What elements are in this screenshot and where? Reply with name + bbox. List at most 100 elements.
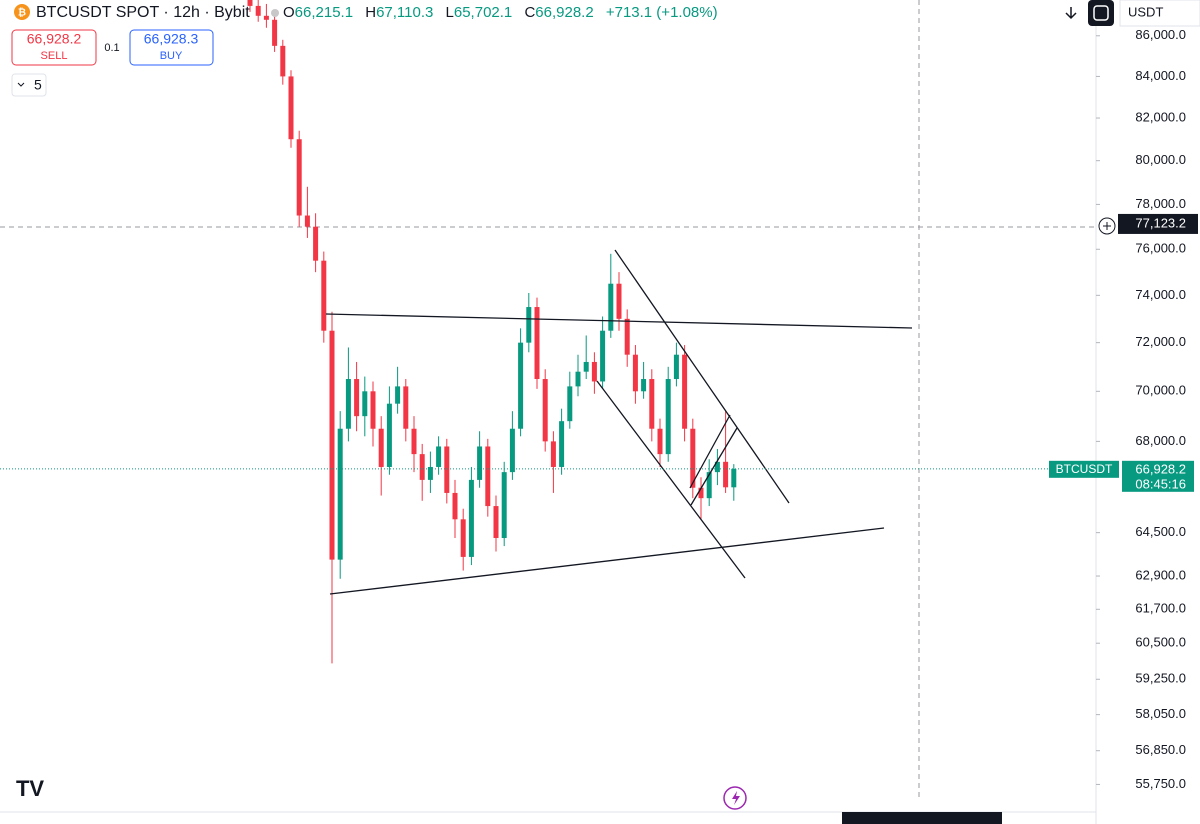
y-tick-label: 82,000.0: [1135, 109, 1186, 124]
candle-body: [263, 15, 269, 20]
ohlc-key: H: [365, 4, 376, 21]
last-price: 66,928.2: [1135, 461, 1186, 476]
candle-body: [403, 386, 409, 429]
candle-body: [542, 379, 548, 442]
ohlc-value: 65,702.1: [454, 4, 512, 21]
candle-body: [591, 361, 597, 382]
currency-select[interactable]: USDT: [1119, 0, 1200, 27]
candle-body: [321, 260, 327, 331]
candle-body: [477, 446, 483, 480]
buy-label: BUY: [160, 50, 183, 62]
ohlc-key: O: [283, 4, 295, 21]
trend-line: [689, 414, 731, 489]
trend-line: [690, 427, 738, 506]
candle-body: [649, 379, 655, 429]
plus: [1103, 222, 1111, 230]
candle-body: [452, 492, 458, 520]
candle-body: [731, 468, 737, 488]
y-tick-label: 55,750.0: [1135, 776, 1186, 791]
ohlc-key: L: [446, 4, 454, 21]
logo: TV: [16, 776, 44, 801]
candle-body: [460, 519, 466, 557]
candle-body: [419, 454, 425, 480]
candle-body: [575, 371, 581, 387]
trend-line: [596, 380, 746, 579]
fullscreen-box: [1088, 0, 1114, 26]
candle-body: [247, 0, 253, 6]
candle-body: [337, 428, 343, 560]
symbol-tag-label: BTCUSDT: [1056, 462, 1113, 476]
candle-body: [682, 354, 688, 429]
candle-body: [567, 386, 573, 422]
y-tick-label: 76,000.0: [1135, 241, 1186, 256]
ohlc-value: 66,928.2: [535, 4, 593, 21]
status-dot: [271, 9, 279, 17]
candle-body: [534, 307, 540, 380]
candle-body: [526, 307, 532, 343]
candle-body: [288, 76, 294, 140]
candle-body: [411, 428, 417, 455]
y-tick-label: 84,000.0: [1135, 68, 1186, 83]
candle-body: [362, 391, 368, 417]
quantity: 0.1: [104, 42, 119, 54]
candle-body: [608, 283, 614, 331]
candle-body: [641, 379, 647, 392]
ohlc-values: O66,215.1 H67,110.3 L65,702.1 C66,928.2 …: [283, 4, 718, 21]
y-tick-label: 74,000.0: [1135, 287, 1186, 302]
fullscreen-icon: [1093, 5, 1109, 21]
y-tick-label: 70,000.0: [1135, 383, 1186, 398]
candle-body: [272, 19, 278, 46]
drawings: [325, 249, 913, 595]
y-tick-label: 61,700.0: [1135, 601, 1186, 616]
candle-body: [698, 487, 704, 499]
y-tick-label: 59,250.0: [1135, 671, 1186, 686]
candle-body: [427, 466, 433, 480]
crosshair-price-box: [1118, 213, 1198, 234]
down-arrow: [1065, 7, 1077, 20]
bitcoin-icon-glyph: ₿: [18, 7, 26, 19]
y-tick-label: 64,500.0: [1135, 524, 1186, 539]
fullscreen-button[interactable]: [1088, 0, 1114, 26]
currency-box: [1119, 0, 1200, 27]
sell-button[interactable]: 66,928.2 SELL: [11, 29, 97, 66]
y-tick-label: 60,500.0: [1135, 635, 1186, 650]
candle-body: [255, 5, 261, 16]
candle-body: [673, 354, 679, 380]
candle-body: [485, 446, 491, 507]
price-labels: 77,123.2 BTCUSDT 66,928.208:45:16: [0, 213, 1198, 492]
time-cursor-label: [842, 812, 1002, 824]
candle-body: [600, 330, 606, 382]
indicators-box: [11, 73, 47, 97]
candle-body: [632, 354, 638, 392]
indicators-toggle[interactable]: 5: [11, 73, 47, 97]
symbol-tag: [1049, 460, 1119, 478]
download-button[interactable]: [1065, 7, 1077, 20]
candle-body: [296, 139, 302, 216]
candle-body: [313, 226, 319, 261]
trend-line: [325, 313, 913, 329]
candle-body: [329, 330, 335, 560]
candle-body: [436, 446, 442, 467]
buy-price: 66,928.3: [144, 31, 199, 47]
currency: USDT: [1128, 4, 1163, 19]
candle-body: [518, 342, 524, 429]
symbol-title: BTCUSDT SPOT · 12h · Bybit: [36, 4, 250, 21]
candle-body: [657, 428, 663, 455]
candle-body: [559, 421, 565, 467]
crosshair-price: 77,123.2: [1135, 215, 1186, 230]
bitcoin-icon: [14, 4, 30, 20]
candle-body: [378, 428, 384, 467]
y-tick-label: 80,000.0: [1135, 152, 1186, 167]
y-tick-label: 68,000.0: [1135, 433, 1186, 448]
chevron: [17, 82, 25, 87]
lightning-icon: [732, 791, 740, 805]
buy-box: [129, 29, 214, 66]
buy-button[interactable]: 66,928.3 BUY: [129, 29, 214, 66]
ohlc-key: C: [524, 4, 535, 21]
ohlc-value: 66,215.1: [295, 4, 353, 21]
candle-body: [550, 441, 556, 467]
trend-line: [614, 249, 790, 504]
